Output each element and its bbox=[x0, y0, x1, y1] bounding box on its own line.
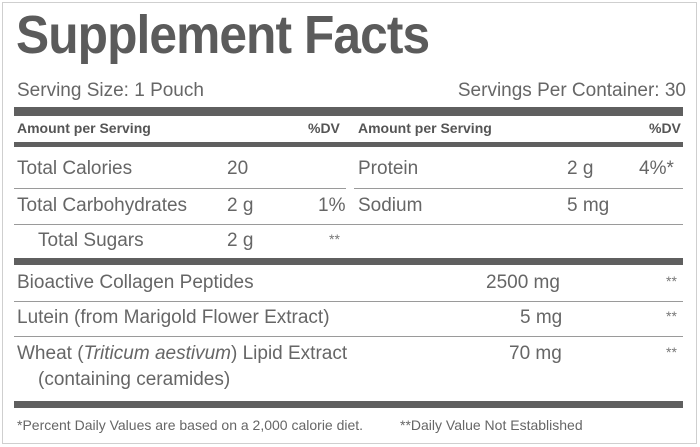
ingredient-dv: ** bbox=[666, 273, 677, 289]
ingredient-name-suffix: ) Lipid Extract bbox=[230, 343, 348, 364]
nutrient-amount: 2 g bbox=[567, 158, 594, 179]
ingredient-name-prefix: Wheat ( bbox=[17, 343, 84, 364]
header-amount-right: Amount per Serving bbox=[358, 120, 492, 136]
ingredient-name-line2: (containing ceramides) bbox=[38, 369, 231, 390]
ingredient-amount: 5 mg bbox=[520, 307, 563, 328]
ingredient-name-italic: Triticum aestivum bbox=[83, 343, 231, 364]
nutrient-amount: 2 g bbox=[227, 195, 254, 216]
nutrient-dv: 4%* bbox=[639, 158, 674, 179]
ingredient-dv: ** bbox=[666, 308, 677, 324]
row-rule bbox=[14, 336, 683, 337]
row-rule bbox=[14, 301, 683, 302]
nutrient-amount: 5 mg bbox=[567, 195, 610, 216]
row-rule bbox=[354, 188, 683, 189]
footnote-percent-dv: *Percent Daily Values are based on a 2,0… bbox=[17, 417, 364, 433]
thick-divider-middle bbox=[14, 258, 683, 265]
header-dv-right: %DV bbox=[649, 120, 681, 136]
footnote-not-established: **Daily Value Not Established bbox=[400, 417, 583, 433]
ingredient-dv: ** bbox=[666, 344, 677, 360]
row-rule bbox=[14, 188, 346, 189]
ingredient-amount: 70 mg bbox=[509, 343, 562, 364]
nutrient-name: Total Calories bbox=[17, 158, 133, 179]
nutrient-dv: ** bbox=[329, 231, 340, 247]
nutrient-amount: 2 g bbox=[227, 230, 254, 251]
ingredient-name: Lutein (from Marigold Flower Extract) bbox=[17, 307, 330, 328]
medium-divider bbox=[14, 142, 683, 147]
thick-divider-bottom bbox=[14, 401, 683, 408]
nutrient-name-indented: Total Sugars bbox=[38, 230, 144, 251]
nutrient-name: Protein bbox=[358, 158, 419, 179]
nutrient-name: Total Carbohydrates bbox=[17, 195, 188, 216]
panel-title: Supplement Facts bbox=[16, 5, 430, 65]
thick-divider-top bbox=[14, 107, 683, 116]
ingredient-amount: 2500 mg bbox=[486, 272, 560, 293]
serving-size: Serving Size: 1 Pouch bbox=[17, 80, 204, 101]
ingredient-name: Wheat (Triticum aestivum) Lipid Extract bbox=[17, 343, 347, 365]
row-rule bbox=[14, 224, 683, 225]
nutrient-dv: 1% bbox=[318, 195, 346, 216]
ingredient-name: Bioactive Collagen Peptides bbox=[17, 272, 254, 293]
header-dv-left: %DV bbox=[308, 120, 340, 136]
header-amount-left: Amount per Serving bbox=[17, 120, 151, 136]
servings-per-container: Servings Per Container: 30 bbox=[457, 80, 686, 101]
nutrient-amount: 20 bbox=[227, 158, 249, 179]
nutrient-name: Sodium bbox=[358, 195, 423, 216]
